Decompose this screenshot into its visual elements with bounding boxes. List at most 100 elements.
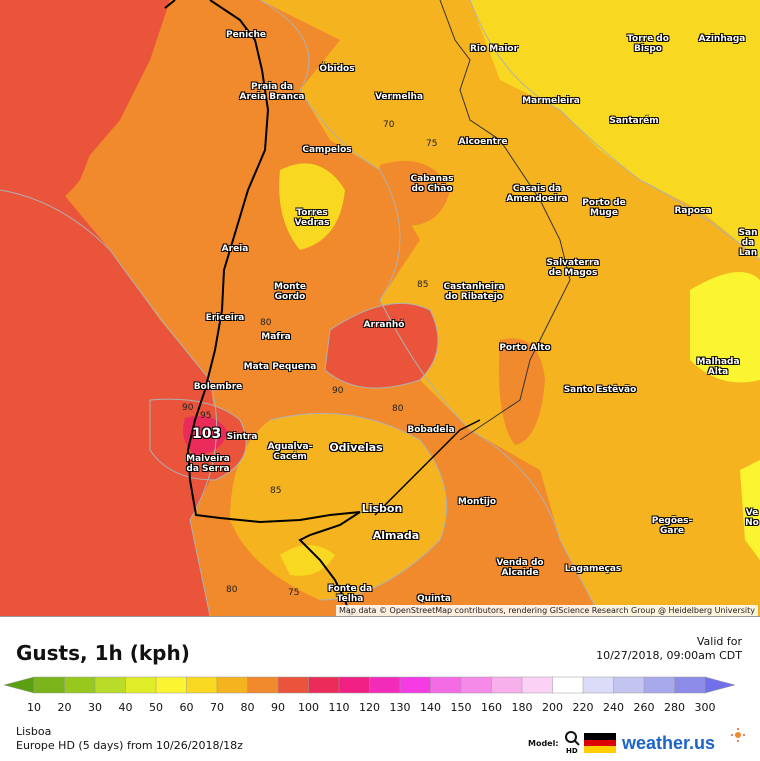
- place-label: Marmeleira: [522, 96, 580, 106]
- place-label: Alcoentre: [458, 137, 508, 147]
- place-label: Malveira da Serra: [186, 454, 230, 474]
- color-swatch: [704, 676, 736, 694]
- germany-flag-icon: [584, 733, 616, 753]
- brand-logo[interactable]: weather.us: [622, 733, 716, 753]
- fill-60-torres: [279, 163, 345, 250]
- color-swatch: [582, 676, 615, 694]
- place-label: Pegões-Gare: [651, 516, 693, 536]
- model-label: Model:: [528, 739, 559, 748]
- place-label: Areia: [221, 244, 249, 254]
- color-scale-tick: 180: [511, 701, 533, 714]
- place-label: Malhada Alta: [696, 357, 740, 377]
- place-label: Bobadela: [407, 425, 455, 435]
- fill-60-ne: [470, 0, 760, 260]
- place-label: Porto Alto: [499, 343, 551, 353]
- contour-label: 80: [226, 585, 238, 595]
- fill-60-south: [280, 545, 335, 576]
- place-label: Mafra: [261, 332, 291, 342]
- color-scale-tick: 160: [481, 701, 502, 714]
- color-swatch: [338, 676, 371, 694]
- color-swatch: [491, 676, 523, 694]
- valid-label: Valid for: [696, 635, 742, 648]
- valid-time: Valid for 10/27/2018, 09:00am CDT: [596, 635, 742, 663]
- color-scale-tick: 200: [542, 701, 563, 714]
- map-area[interactable]: 70 75 85 80 90 95 80 85 80 75 90 103 Pen…: [0, 0, 760, 616]
- fill-60-east: [740, 460, 760, 560]
- color-swatch: [308, 676, 340, 694]
- location-info: Lisboa Europe HD (5 days) from 10/26/201…: [16, 725, 243, 753]
- contour-label: 95: [200, 411, 212, 421]
- contour-label: 80: [392, 404, 404, 414]
- color-scale-tick: 110: [328, 701, 350, 714]
- color-scale-tick: 280: [664, 701, 685, 714]
- color-swatch: [3, 676, 35, 694]
- contour-lines: [0, 0, 760, 616]
- place-label: Santo Estêvão: [563, 385, 637, 395]
- color-scale-tick: 150: [450, 701, 472, 714]
- contour-label: 85: [417, 280, 429, 290]
- place-label: Monte Gordo: [274, 282, 306, 302]
- place-label: Torres Vedras: [294, 208, 330, 228]
- model-run: Europe HD (5 days) from 10/26/2018/18z: [16, 739, 243, 752]
- place-label: Ve No: [745, 508, 759, 528]
- place-label: Porto de Muge: [582, 198, 626, 218]
- color-scale-tick: 90: [271, 701, 285, 714]
- color-scale-tick: 60: [179, 701, 194, 714]
- color-scale-tick: 20: [57, 701, 72, 714]
- color-scale-tick: 10: [27, 701, 41, 714]
- contour-label: 90: [332, 386, 344, 396]
- color-scale-tick: 50: [149, 701, 163, 714]
- valid-datetime: 10/27/2018, 09:00am CDT: [596, 649, 742, 662]
- color-scale-bar: [3, 676, 736, 694]
- fill-90-arranho: [325, 303, 438, 388]
- place-label: Praia da Areia Branca: [239, 82, 305, 102]
- place-label: Azinhaga: [698, 34, 746, 44]
- gust-field: [0, 0, 760, 616]
- color-swatch: [460, 676, 493, 694]
- color-scale-tick: 130: [389, 701, 411, 714]
- contour-label: 70: [383, 120, 395, 130]
- place-label: Cabanas do Chão: [410, 174, 454, 194]
- contour-label: 90: [182, 403, 194, 413]
- sun-icon: [731, 728, 745, 742]
- map-attribution: Map data © OpenStreetMap contributors, r…: [336, 605, 758, 616]
- place-label: San da Lan: [738, 228, 758, 258]
- place-label: Arranhó: [363, 320, 405, 330]
- place-label: Venda do Alcaide: [496, 558, 544, 578]
- color-swatch: [277, 676, 310, 694]
- color-swatch: [674, 676, 706, 694]
- place-label: Ericeira: [205, 313, 245, 323]
- color-swatch: [399, 676, 432, 694]
- place-label: Castanheira do Ribatejo: [443, 282, 505, 302]
- color-swatch: [369, 676, 401, 694]
- model-badge: HD: [566, 747, 578, 755]
- color-scale-tick: 80: [240, 701, 255, 714]
- color-scale-tick: 120: [359, 701, 380, 714]
- place-label: Raposa: [674, 206, 712, 216]
- fill-60-malhada: [690, 272, 760, 383]
- place-label: Santarém: [609, 116, 659, 126]
- color-swatch: [613, 676, 645, 694]
- color-swatch: [33, 676, 66, 694]
- place-label: Bolembre: [193, 382, 243, 392]
- location-name: Lisboa: [16, 725, 52, 738]
- color-swatch: [64, 676, 96, 694]
- color-scale-tick: 40: [118, 701, 133, 714]
- max-value-label: 103: [192, 426, 222, 442]
- place-label: Almada: [372, 529, 420, 542]
- place-label: Montijo: [457, 497, 497, 507]
- place-label: Torre do Bispo: [627, 34, 669, 54]
- place-label: Lagameças: [564, 564, 622, 574]
- color-swatch: [521, 676, 554, 694]
- color-swatch: [125, 676, 157, 694]
- place-label: Quinta: [417, 594, 451, 604]
- place-label: Óbidos: [319, 64, 355, 74]
- place-label: Campelos: [302, 145, 352, 155]
- place-label: Mata Pequena: [243, 362, 317, 372]
- place-label: Peniche: [225, 30, 267, 40]
- color-swatch: [430, 676, 462, 694]
- color-scale-tick: 240: [603, 701, 624, 714]
- color-scale-tick: 300: [694, 701, 716, 714]
- legend-title: Gusts, 1h (kph): [16, 641, 190, 665]
- place-label: Rio Maior: [469, 44, 519, 54]
